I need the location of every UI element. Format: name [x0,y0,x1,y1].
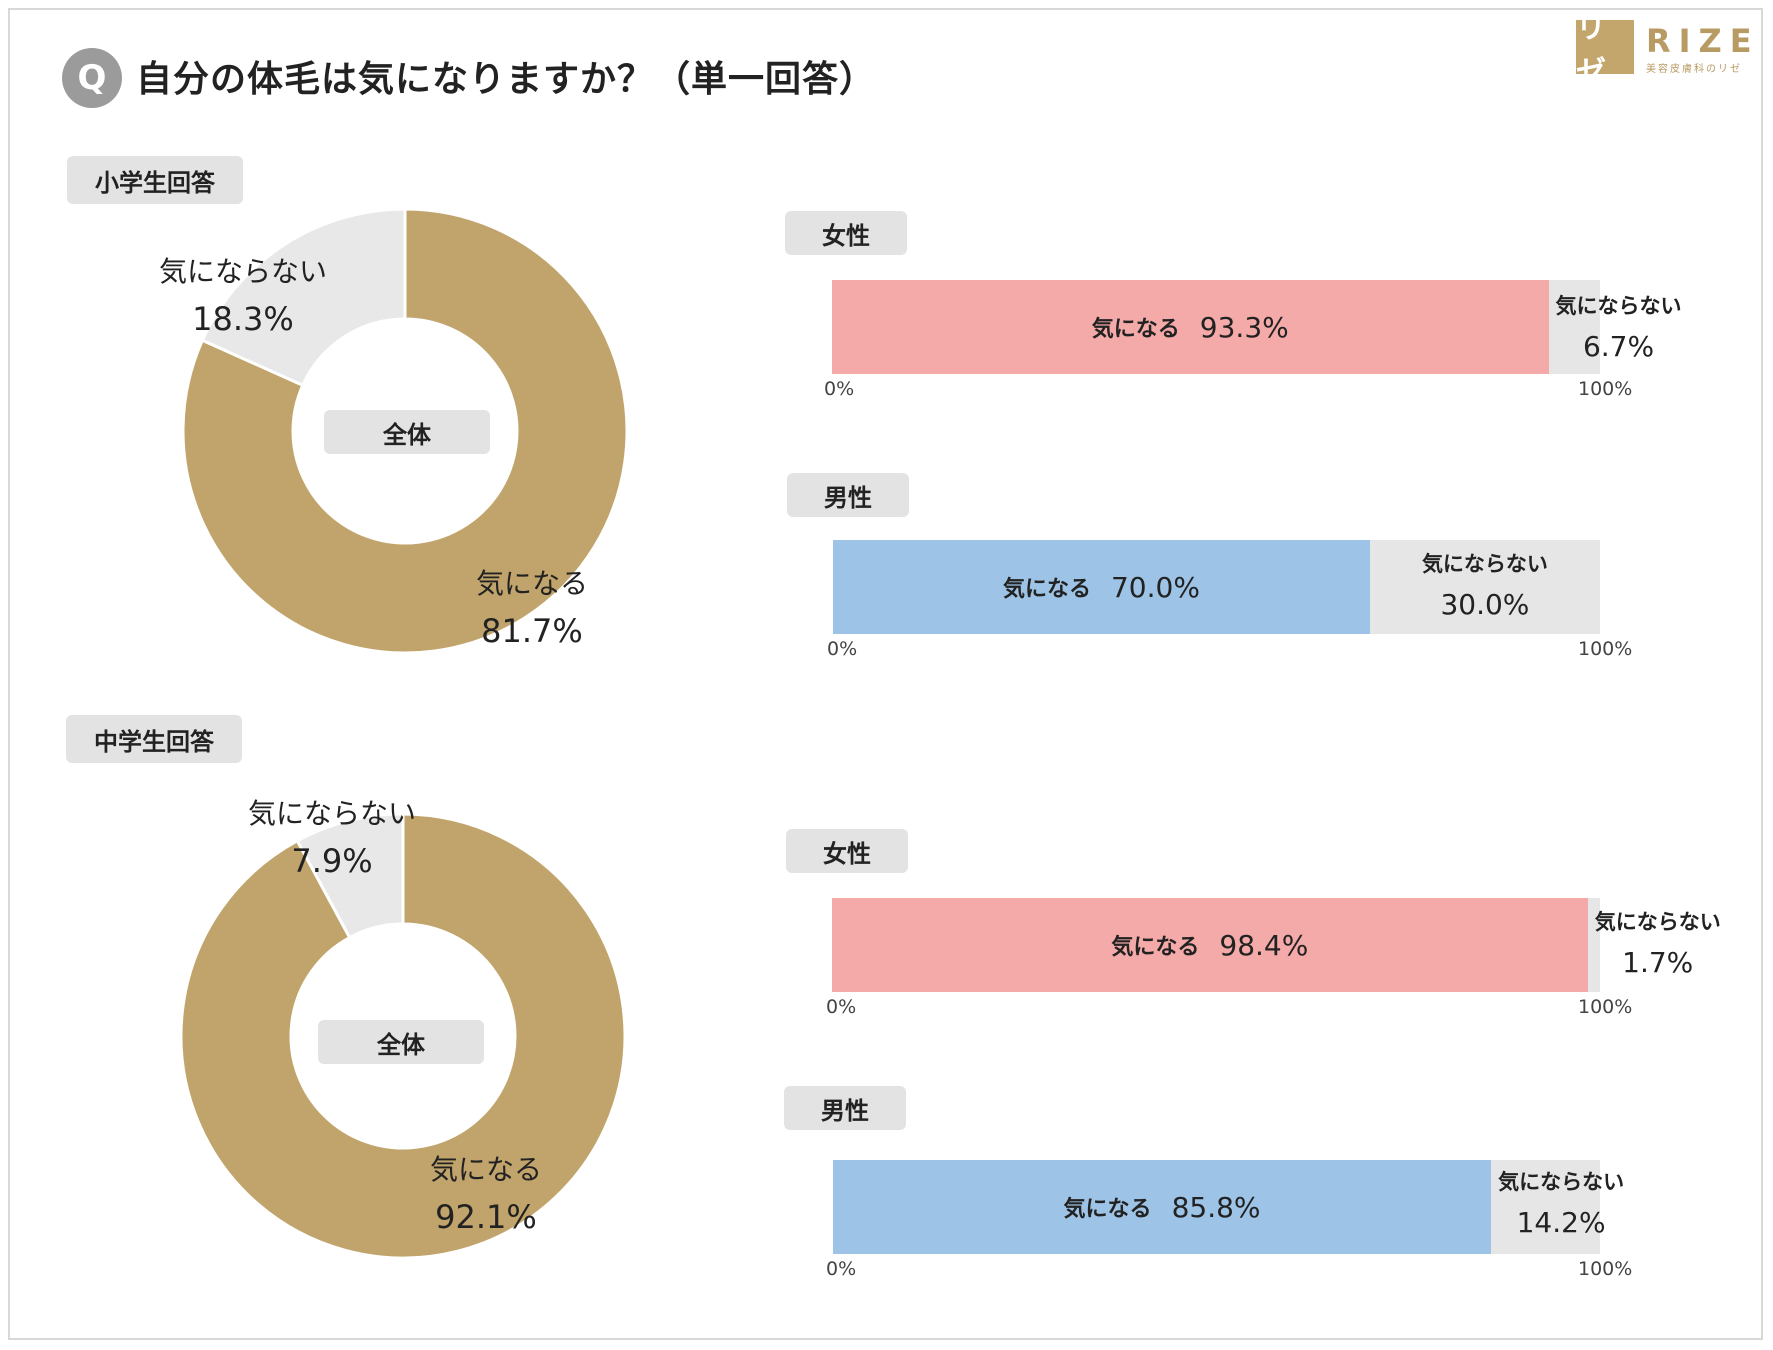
brand-logo: リゼ RIZE 美容皮膚科のリゼ [1576,11,1762,90]
percent-label: 85.8% [1171,1190,1261,1224]
axis-tick-0: 0% [826,1258,857,1280]
donut-slice-not-care [200,208,407,388]
bar-inner-label: 気になる 70.0% [833,540,1370,634]
percent-label: 14.2% [1516,1206,1606,1239]
category-label: 気にならない [247,797,417,830]
axis-tick-100: 100% [1578,996,1633,1018]
percent-label: 70.0% [1110,570,1200,604]
bar-inner-label: 気になる 93.3% [832,280,1549,374]
category-label: 気になる [475,567,589,600]
donut-slice-care [182,208,628,654]
axis-tick-0: 0% [827,638,858,660]
section-label-elementary: 小学生回答 [67,156,243,204]
stacked-bar-male-junior-high: 気になる 85.8% [833,1160,1600,1254]
chart-frame [8,8,1763,1340]
percent-label: 81.7% [481,612,583,650]
axis-tick-0: 0% [826,996,857,1018]
bar-inner-label: 気になる 98.4% [832,898,1588,992]
axis-tick-100: 100% [1578,378,1633,400]
axis-tick-0: 0% [824,378,855,400]
donut-slice-care [180,813,626,1259]
category-label: 気になる [1111,935,1200,960]
question-badge: Q [62,48,122,108]
donut-chart-junior-high [180,813,626,1259]
percent-label: 1.7% [1622,946,1694,979]
donut-label-not-care-junior-high: 気にならない 7.9% [248,792,416,880]
percent-label: 93.3% [1199,310,1289,344]
donut-slice-not-care [295,813,405,940]
logo-word: RIZE [1646,22,1760,60]
axis-tick-100: 100% [1578,1258,1633,1280]
stacked-bar-female-junior-high: 気になる 98.4% [832,898,1600,992]
group-label-male-junior-high: 男性 [784,1086,906,1130]
bar-inner-label: 気になる 85.8% [833,1160,1491,1254]
donut-center-label-junior-high: 全体 [318,1020,484,1064]
category-label: 気にならない [158,255,328,288]
bar-fill-care [833,540,1370,634]
category-label: 気になる [429,1153,543,1186]
logo-sub: 美容皮膚科のリゼ [1646,64,1742,75]
bar-outer-label-male-elementary: 気にならない 30.0% [1422,548,1548,621]
stacked-bar-female-elementary: 気になる 93.3% [832,280,1600,374]
category-label: 気になる [1002,577,1091,602]
group-label-male-elementary: 男性 [787,473,909,517]
bar-fill-care [832,898,1588,992]
bar-outer-label-female-junior-high: 気にならない 1.7% [1595,906,1721,979]
donut-center-label-elementary: 全体 [324,410,490,454]
bar-outer-label-female-elementary: 気にならない 6.7% [1556,290,1682,363]
category-label: 気になる [1091,317,1180,342]
page-title: 自分の体毛は気になりますか？（単一回答） [136,59,877,100]
stacked-bar-male-elementary: 気になる 70.0% [833,540,1600,634]
group-label-female-junior-high: 女性 [786,829,908,873]
percent-label: 92.1% [435,1198,537,1236]
donut-chart-elementary [182,208,628,654]
category-label: 気にならない [1594,910,1721,934]
category-label: 気になる [1063,1197,1152,1222]
category-label: 気にならない [1421,552,1548,576]
logo-mark: リゼ [1576,11,1634,90]
bar-fill-care [832,280,1549,374]
bar-fill-care [833,1160,1492,1254]
percent-label: 7.9% [291,842,373,880]
percent-label: 98.4% [1219,928,1309,962]
section-label-junior-high: 中学生回答 [66,715,242,763]
bar-outer-label-male-junior-high: 気にならない 14.2% [1498,1166,1624,1239]
donut-label-care-junior-high: 気になる 92.1% [430,1148,542,1236]
donut-label-care-elementary: 気になる 81.7% [476,562,588,650]
group-label-female-elementary: 女性 [785,211,907,255]
category-label: 気にならない [1498,1170,1625,1194]
percent-label: 6.7% [1582,330,1655,363]
axis-tick-100: 100% [1578,638,1633,660]
percent-label: 30.0% [1440,588,1530,621]
category-label: 気にならない [1555,294,1682,318]
donut-label-not-care-elementary: 気にならない 18.3% [159,250,327,338]
percent-label: 18.3% [192,300,294,338]
